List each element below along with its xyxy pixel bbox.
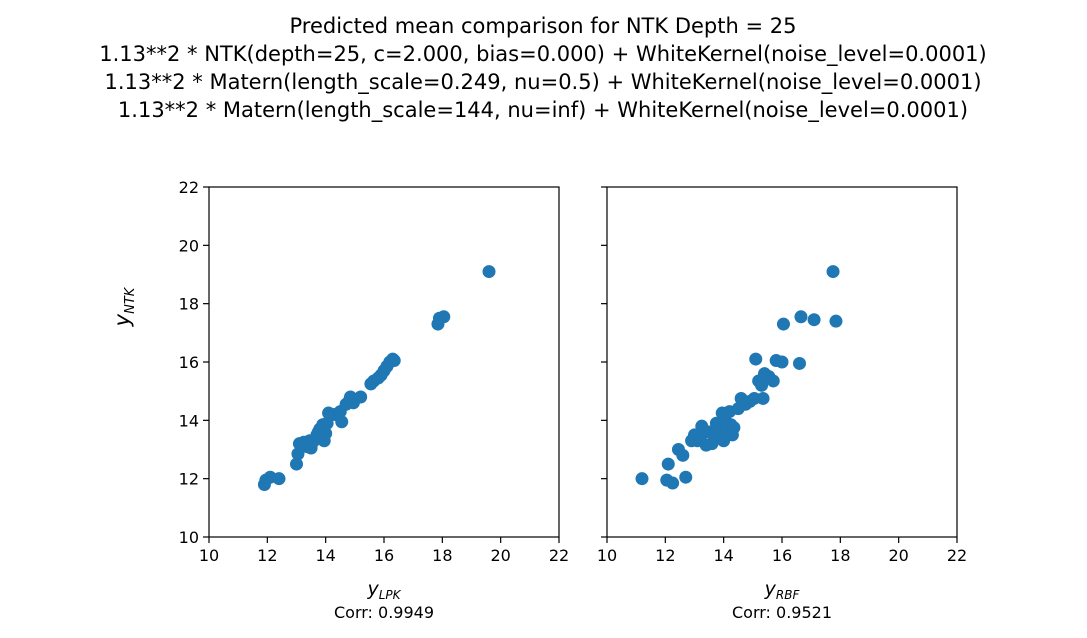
data-point [335, 415, 349, 429]
x-tick-label: 16 [374, 546, 394, 565]
y-tick-label: 18 [179, 295, 199, 314]
title-line: 1.13**2 * Matern(length_scale=144, nu=in… [118, 98, 968, 123]
data-point [272, 472, 286, 486]
x-tick-label: 14 [713, 546, 733, 565]
x-tick-label: 12 [655, 546, 675, 565]
data-point [679, 470, 693, 484]
data-point [482, 265, 496, 279]
data-point [829, 314, 843, 328]
data-point [635, 472, 649, 486]
y-tick-label: 12 [179, 470, 199, 489]
data-point [775, 355, 789, 369]
x-tick-label: 22 [549, 546, 569, 565]
y-tick-label: 22 [179, 178, 199, 197]
x-tick-label: 18 [830, 546, 850, 565]
data-point [437, 310, 451, 324]
data-point [756, 391, 770, 405]
data-point [766, 374, 780, 388]
figure-title: Predicted mean comparison for NTK Depth … [99, 14, 987, 123]
correlation-caption: Corr: 0.9521 [732, 603, 832, 622]
y-tick-label: 16 [179, 353, 199, 372]
y-tick-label: 14 [179, 411, 199, 430]
data-point [320, 416, 334, 430]
data-point [807, 313, 821, 327]
data-point [749, 352, 763, 366]
x-tick-label: 20 [490, 546, 510, 565]
x-tick-label: 22 [947, 546, 967, 565]
data-point [727, 421, 741, 435]
title-line: Predicted mean comparison for NTK Depth … [290, 14, 797, 38]
data-point [793, 356, 806, 370]
x-tick-label: 18 [432, 546, 452, 565]
x-tick-label: 10 [199, 546, 219, 565]
y-tick-label: 10 [179, 528, 199, 547]
data-point [676, 448, 690, 462]
data-point [661, 457, 675, 471]
y-axis-label: yNTK [110, 286, 138, 327]
data-point [776, 317, 790, 331]
data-point [319, 426, 333, 440]
title-line: 1.13**2 * NTK(depth=25, c=2.000, bias=0.… [99, 42, 987, 67]
data-point [291, 447, 305, 461]
data-point [794, 310, 808, 324]
data-point [354, 390, 368, 404]
data-point [755, 378, 769, 392]
x-tick-label: 10 [597, 546, 617, 565]
x-tick-label: 12 [257, 546, 277, 565]
x-axis-label: yLPK [366, 578, 401, 602]
data-point [666, 476, 680, 490]
y-tick-label: 20 [179, 236, 199, 255]
data-point [826, 265, 840, 279]
data-point [387, 354, 401, 368]
x-tick-label: 16 [772, 546, 792, 565]
x-tick-label: 20 [888, 546, 908, 565]
title-line: 1.13**2 * Matern(length_scale=0.249, nu=… [104, 70, 981, 95]
x-tick-label: 14 [315, 546, 335, 565]
x-axis-label: yRBF [764, 578, 801, 602]
correlation-caption: Corr: 0.9949 [334, 603, 434, 622]
data-point [290, 457, 303, 471]
